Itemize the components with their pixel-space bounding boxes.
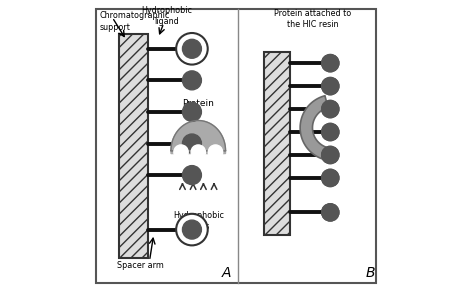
Circle shape — [322, 169, 339, 187]
Text: Protein: Protein — [182, 99, 214, 108]
Polygon shape — [300, 96, 328, 160]
Text: Chromatographic
support: Chromatographic support — [99, 11, 170, 32]
Text: B: B — [366, 266, 375, 280]
Text: Hydrophobic
zones: Hydrophobic zones — [173, 211, 224, 231]
Text: Protein attached to
the HIC resin: Protein attached to the HIC resin — [274, 9, 352, 29]
Circle shape — [182, 134, 201, 153]
Bar — [119, 34, 148, 258]
Text: Spacer arm: Spacer arm — [118, 261, 164, 270]
Circle shape — [182, 166, 201, 185]
Circle shape — [322, 100, 339, 118]
Circle shape — [322, 100, 339, 118]
Circle shape — [322, 146, 339, 164]
Text: Hydrophobic
ligand: Hydrophobic ligand — [141, 6, 192, 26]
Circle shape — [322, 204, 339, 221]
Circle shape — [322, 123, 339, 141]
Circle shape — [176, 33, 208, 65]
Circle shape — [322, 55, 339, 72]
Circle shape — [182, 102, 201, 121]
Circle shape — [322, 55, 339, 72]
Circle shape — [182, 39, 201, 58]
Circle shape — [176, 214, 208, 245]
Circle shape — [322, 77, 339, 95]
Circle shape — [322, 169, 339, 187]
Circle shape — [208, 145, 223, 159]
Circle shape — [322, 146, 339, 164]
Circle shape — [322, 77, 339, 95]
Polygon shape — [171, 121, 226, 154]
Circle shape — [322, 204, 339, 221]
Bar — [264, 52, 290, 235]
Circle shape — [182, 71, 201, 90]
Circle shape — [322, 123, 339, 141]
Circle shape — [191, 145, 205, 159]
Circle shape — [174, 145, 188, 159]
Text: A: A — [222, 266, 232, 280]
Circle shape — [182, 220, 201, 239]
